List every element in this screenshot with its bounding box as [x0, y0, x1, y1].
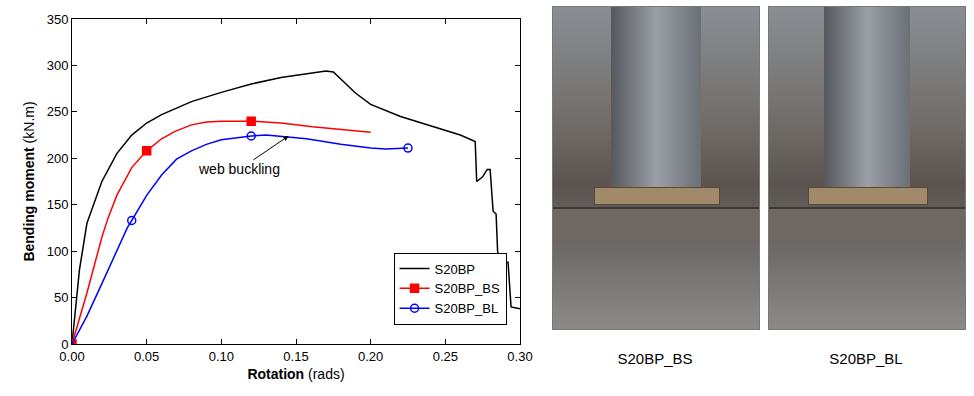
svg-text:0.00: 0.00	[59, 349, 84, 364]
html-text:S20BP_BS: S20BP_BS	[617, 350, 693, 367]
svg-text:300: 300	[47, 58, 69, 73]
svg-text:200: 200	[47, 151, 69, 166]
svg-text:0.15: 0.15	[283, 349, 308, 364]
html-text:S20BP_BL: S20BP_BL	[829, 350, 903, 367]
svg-text:350: 350	[47, 12, 69, 27]
svg-text:S20BP_BS: S20BP_BS	[435, 281, 500, 296]
svg-text:0.05: 0.05	[134, 349, 159, 364]
svg-text:0.25: 0.25	[433, 349, 458, 364]
svg-text:50: 50	[54, 290, 68, 305]
svg-text:150: 150	[47, 197, 69, 212]
svg-text:0: 0	[61, 337, 68, 352]
svg-text:0.20: 0.20	[358, 349, 383, 364]
svg-text:0.30: 0.30	[507, 349, 532, 364]
svg-text:S20BP: S20BP	[435, 262, 475, 277]
svg-text:web buckling: web buckling	[198, 161, 280, 177]
svg-text:Bending moment (kN.m): Bending moment (kN.m)	[21, 101, 37, 261]
svg-text:0.10: 0.10	[209, 349, 234, 364]
svg-text:S20BP_BL: S20BP_BL	[435, 301, 499, 316]
svg-text:Rotation (rads): Rotation (rads)	[247, 366, 344, 382]
svg-text:250: 250	[47, 104, 69, 119]
svg-text:100: 100	[47, 244, 69, 259]
